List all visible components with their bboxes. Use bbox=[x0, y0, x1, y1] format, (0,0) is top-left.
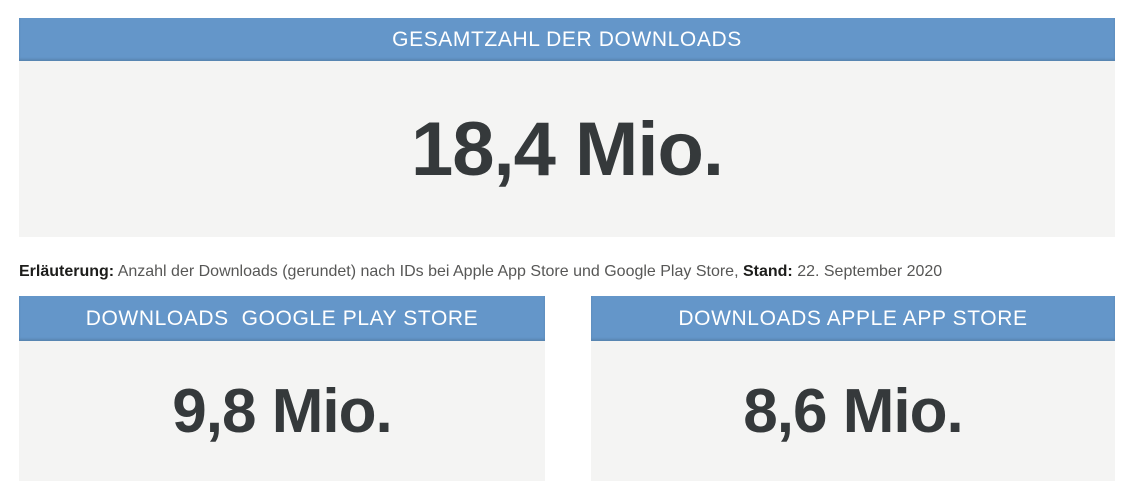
explanation-label: Erläuterung: bbox=[19, 263, 115, 280]
total-downloads-header: GESAMTZAHL DER DOWNLOADS bbox=[19, 18, 1115, 61]
explanation-note: Erläuterung: Anzahl der Downloads (gerun… bbox=[19, 262, 1119, 282]
google-play-downloads-panel: DOWNLOADS GOOGLE PLAY STORE 9,8 Mio. bbox=[19, 296, 545, 481]
apple-app-store-downloads-body: 8,6 Mio. bbox=[591, 341, 1115, 481]
total-downloads-panel: GESAMTZAHL DER DOWNLOADS 18,4 Mio. bbox=[19, 18, 1115, 237]
apple-app-store-downloads-header: DOWNLOADS APPLE APP STORE bbox=[591, 296, 1115, 341]
stand-value: 22. September 2020 bbox=[792, 263, 943, 280]
google-play-downloads-header: DOWNLOADS GOOGLE PLAY STORE bbox=[19, 296, 545, 341]
apple-app-store-downloads-panel: DOWNLOADS APPLE APP STORE 8,6 Mio. bbox=[591, 296, 1115, 481]
stand-label: Stand: bbox=[742, 263, 793, 280]
total-downloads-body: 18,4 Mio. bbox=[19, 61, 1115, 237]
explanation-text: Anzahl der Downloads (gerundet) nach IDs… bbox=[114, 263, 743, 280]
google-play-downloads-body: 9,8 Mio. bbox=[19, 341, 545, 481]
apple-app-store-downloads-value: 8,6 Mio. bbox=[743, 376, 963, 446]
google-play-downloads-value: 9,8 Mio. bbox=[172, 376, 392, 446]
total-downloads-value: 18,4 Mio. bbox=[411, 106, 724, 192]
